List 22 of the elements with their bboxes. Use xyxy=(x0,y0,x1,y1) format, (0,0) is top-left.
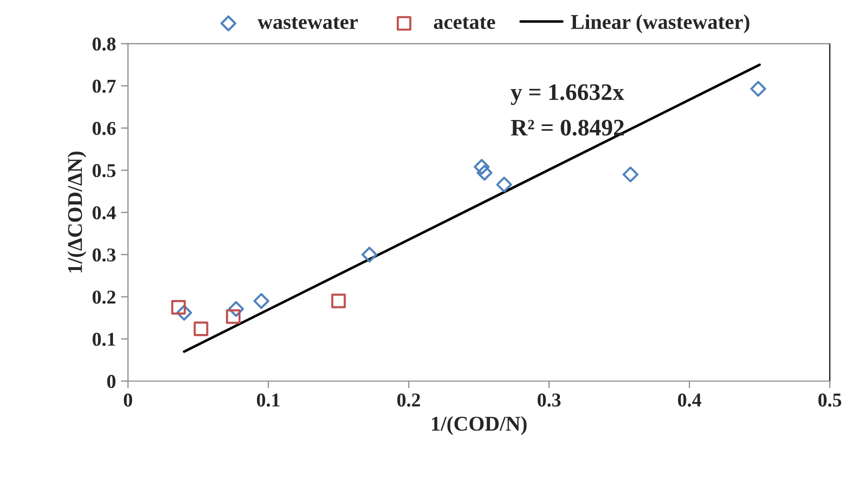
legend-label: Linear (wastewater) xyxy=(571,14,750,34)
y-axis-title: 1/(ΔCOD/ΔN) xyxy=(67,152,86,272)
y-tick-label: 0.7 xyxy=(92,80,116,93)
annotation: R² = 0.8492 xyxy=(510,120,624,136)
legend-label: wastewater xyxy=(258,17,358,30)
x-axis-title: 1/(COD/N) xyxy=(432,416,527,436)
x-tick-label: 0 xyxy=(124,393,132,407)
x-tick-label: 0.4 xyxy=(678,393,702,407)
y-tick-label: 0.6 xyxy=(92,122,116,136)
legend-label: acetate xyxy=(434,17,496,30)
x-tick-label: 0.1 xyxy=(256,393,280,407)
x-tick-label: 0.3 xyxy=(538,393,561,407)
y-tick-label: 0.2 xyxy=(92,290,116,304)
y-tick-label: 0.8 xyxy=(92,37,116,51)
x-tick-label: 0.5 xyxy=(818,393,842,407)
y-tick-label: 0.4 xyxy=(92,206,116,220)
annotation: y = 1.6632x xyxy=(510,84,624,105)
y-tick-label: 0 xyxy=(107,374,116,388)
y-tick-label: 0.5 xyxy=(92,164,116,178)
y-tick-label: 0.3 xyxy=(92,248,116,262)
y-tick-label: 0.1 xyxy=(92,332,116,346)
x-tick-label: 0.2 xyxy=(397,393,420,407)
